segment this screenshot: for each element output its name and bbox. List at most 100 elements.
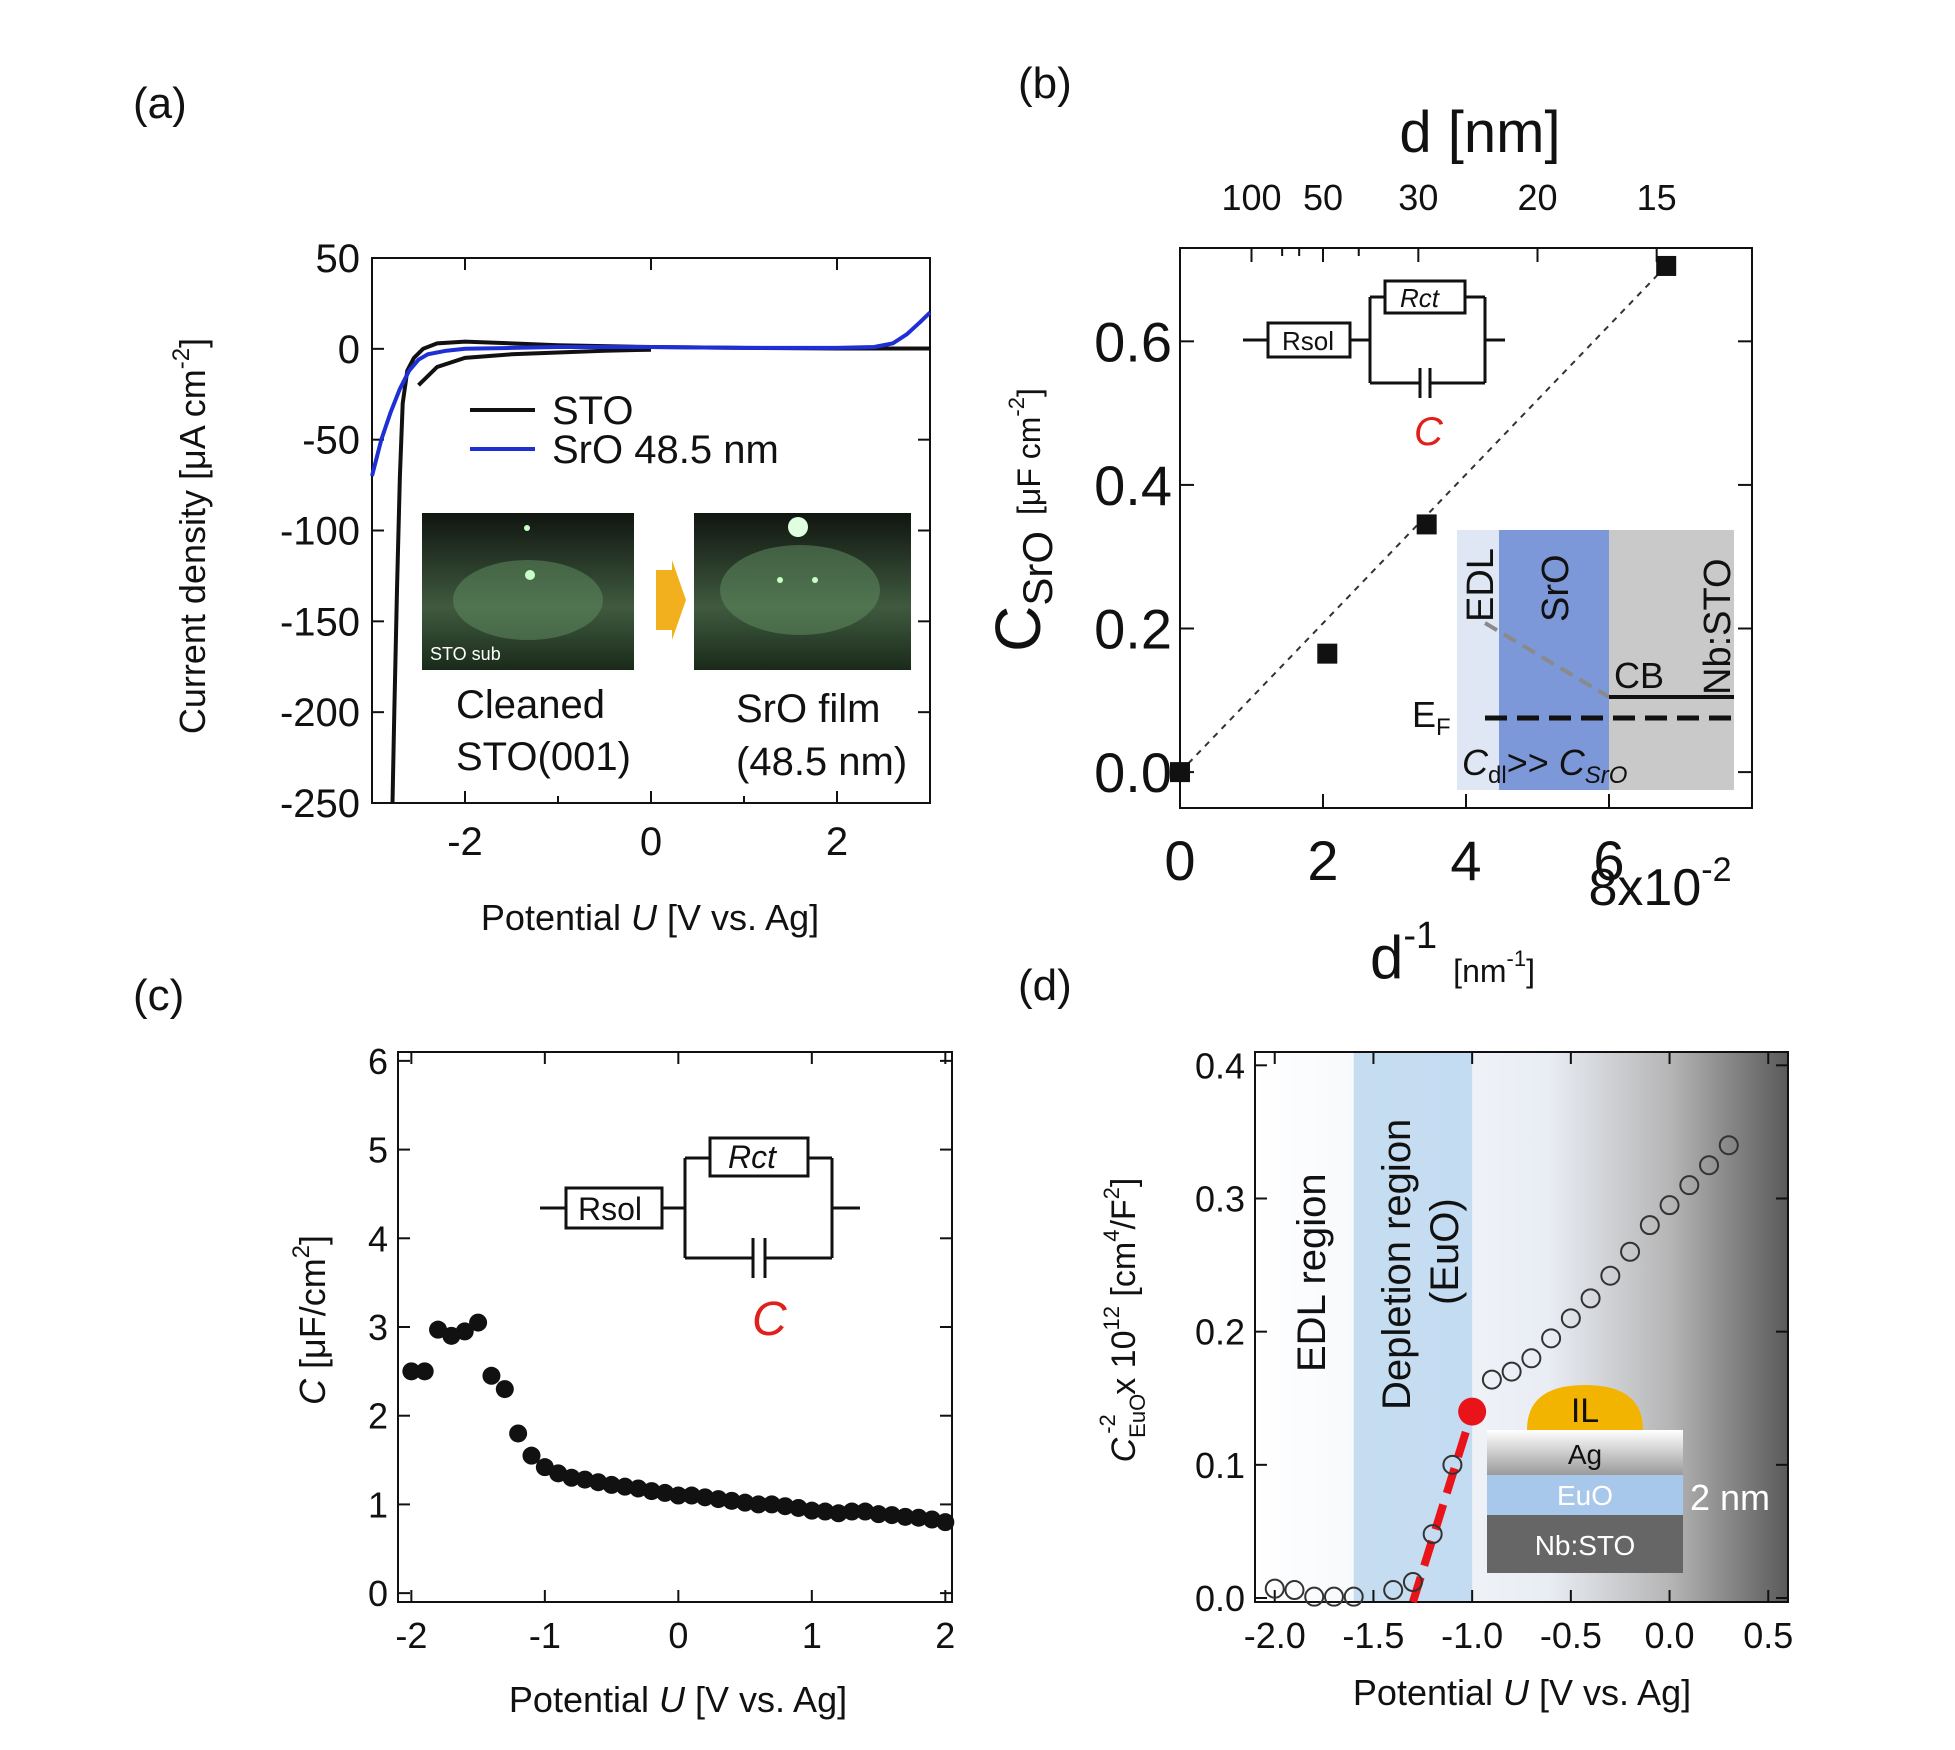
circuit-b-rsol: Rsol bbox=[1282, 326, 1334, 356]
data-point bbox=[922, 1510, 941, 1529]
y-tick-label: -50 bbox=[302, 419, 360, 463]
data-point bbox=[455, 1322, 474, 1341]
data-point bbox=[789, 1498, 808, 1517]
data-point bbox=[629, 1479, 648, 1498]
data-point bbox=[509, 1424, 528, 1443]
y-tick-label: 6 bbox=[368, 1041, 388, 1082]
rheed-images: STO sub Cleaned STO(001) SrO film (48.5 … bbox=[422, 513, 911, 784]
rheed-sto-sub-label: STO sub bbox=[430, 644, 501, 664]
panel-d-xlabel: Potential U [V vs. Ag] bbox=[1353, 1672, 1691, 1713]
series-line-1 bbox=[417, 347, 652, 387]
x-tick-label: 0.0 bbox=[1645, 1615, 1695, 1656]
data-point bbox=[1659, 1195, 1680, 1216]
euo-label: EuO bbox=[1557, 1480, 1613, 1511]
y-tick-label: -100 bbox=[280, 510, 360, 554]
y-tick-label: 50 bbox=[316, 237, 361, 281]
legend-label-sro: SrO 48.5 nm bbox=[552, 428, 779, 472]
data-point bbox=[1699, 1155, 1720, 1176]
data-point bbox=[682, 1486, 701, 1505]
panel-b: (b) d [nm] 0.0 0.2 0.4 0.6 0 2 4 6 100 50 30 20 15 E… bbox=[982, 59, 1753, 991]
panel-a-label: (a) bbox=[133, 79, 187, 128]
data-point bbox=[696, 1488, 715, 1507]
y-tick-label: 2 bbox=[368, 1396, 388, 1437]
data-point bbox=[402, 1362, 421, 1381]
data-point bbox=[1317, 643, 1338, 664]
data-point bbox=[749, 1495, 768, 1514]
y-tick-label: 1 bbox=[368, 1484, 388, 1525]
data-point bbox=[495, 1380, 514, 1399]
rheed-glow bbox=[720, 545, 880, 635]
x-tick-label: 2 bbox=[826, 820, 848, 864]
y-tick-label: 5 bbox=[368, 1130, 388, 1171]
data-point bbox=[469, 1313, 488, 1332]
y-tick-label: -150 bbox=[280, 600, 360, 644]
x-tick-label: 6 bbox=[1593, 829, 1624, 892]
edl-region-label: EDL region bbox=[1290, 1173, 1334, 1372]
panel-d-background bbox=[1255, 1052, 1788, 1602]
data-point bbox=[602, 1475, 621, 1494]
band-bend-line bbox=[1483, 621, 1611, 699]
data-point bbox=[856, 1502, 875, 1521]
y-tick-label: 0.4 bbox=[1195, 1045, 1245, 1086]
rheed-spot bbox=[812, 577, 818, 583]
data-point bbox=[655, 1483, 674, 1502]
data-point bbox=[709, 1490, 728, 1509]
x-tick-label: -0.5 bbox=[1540, 1615, 1602, 1656]
panel-b-top-axis-label: d [nm] bbox=[1399, 100, 1560, 165]
panel-b-multiplier: 8x10-2 bbox=[1589, 851, 1732, 917]
panel-d-ylabel: CEuO-2 x 1012 [cm4/F2] bbox=[1095, 1178, 1150, 1463]
highlight-point bbox=[1458, 1397, 1487, 1426]
inset-label-sto001: STO(001) bbox=[456, 735, 631, 779]
nbsto-substrate bbox=[1487, 1515, 1683, 1573]
data-point bbox=[1416, 514, 1437, 535]
circuit-diagram-c bbox=[540, 1136, 860, 1278]
data-point bbox=[1501, 1361, 1522, 1382]
data-point bbox=[1679, 1175, 1700, 1196]
edl-label: EDL bbox=[1460, 548, 1502, 622]
panel-c-ylabel: C [μF/cm2] bbox=[288, 1235, 333, 1405]
data-point bbox=[1402, 1572, 1423, 1593]
euo-layer bbox=[1487, 1475, 1683, 1515]
rheed-spot bbox=[777, 577, 783, 583]
y-tick-label: 0 bbox=[338, 328, 360, 372]
y-tick-label: 0.4 bbox=[1094, 454, 1172, 517]
rheed-spot bbox=[525, 570, 535, 580]
panel-a: (a) 50 0 -50 -100 -150 -200 -250 -2 0 2 Potential… bbox=[133, 79, 932, 938]
y-tick-label: 0.0 bbox=[1195, 1578, 1245, 1619]
data-point bbox=[415, 1362, 434, 1381]
top-tick-label: 30 bbox=[1398, 177, 1438, 218]
y-tick-label: 0.3 bbox=[1195, 1178, 1245, 1219]
circuit-c-rsol: Rsol bbox=[578, 1191, 642, 1227]
panel-a-legend: STO SrO 48.5 nm bbox=[470, 389, 779, 472]
x-tick-label: 0 bbox=[1164, 829, 1195, 892]
data-point bbox=[1422, 1524, 1443, 1545]
panel-b-label: (b) bbox=[1018, 59, 1072, 108]
circuit-c-c: C bbox=[752, 1293, 787, 1346]
depletion-band bbox=[1353, 1052, 1473, 1602]
x-tick-label: -2.0 bbox=[1244, 1615, 1306, 1656]
y-tick-label: -200 bbox=[280, 691, 360, 735]
y-tick-label: 0 bbox=[368, 1573, 388, 1614]
data-point bbox=[1481, 1369, 1502, 1390]
plot-frame bbox=[1254, 1051, 1789, 1603]
data-point bbox=[522, 1446, 541, 1465]
panel-c-plot: 0 1 2 3 4 5 6 -2 -1 0 1 2 bbox=[368, 1041, 955, 1656]
data-point bbox=[802, 1501, 821, 1520]
data-point bbox=[615, 1477, 634, 1496]
x-tick-label: 4 bbox=[1450, 829, 1481, 892]
top-tick-label: 15 bbox=[1637, 177, 1677, 218]
nbsto-label: Nb:STO bbox=[1697, 558, 1739, 695]
x-tick-label: 1 bbox=[802, 1615, 822, 1656]
data-point bbox=[1600, 1265, 1621, 1286]
inset-label-sro-film: SrO film bbox=[736, 687, 880, 731]
depletion-region-sublabel: (EuO) bbox=[1423, 1198, 1467, 1305]
arrow-icon bbox=[656, 560, 686, 640]
thickness-label: 2 nm bbox=[1690, 1477, 1770, 1518]
x-tick-label: -2 bbox=[447, 820, 483, 864]
capacitance-relation: Cdl>> CSrO bbox=[1462, 742, 1627, 789]
circuit-diagram-b bbox=[1243, 279, 1505, 398]
data-point bbox=[896, 1507, 915, 1526]
rheed-glow bbox=[453, 560, 603, 640]
x-tick-label: 2 bbox=[935, 1615, 955, 1656]
ag-layer bbox=[1487, 1430, 1683, 1475]
